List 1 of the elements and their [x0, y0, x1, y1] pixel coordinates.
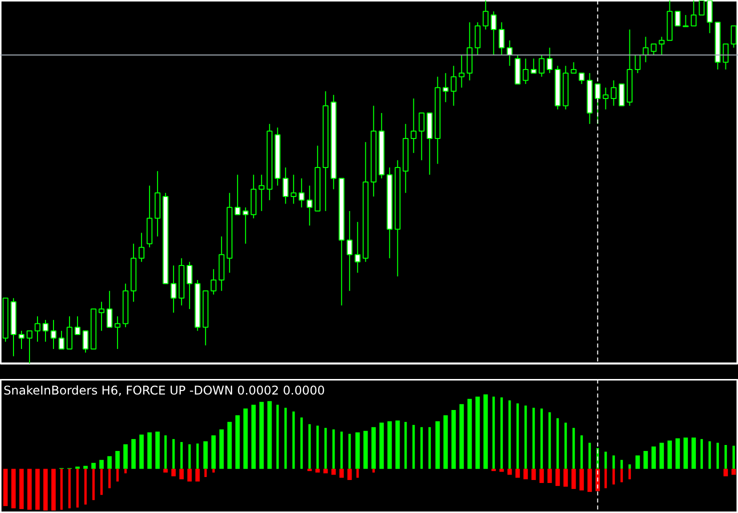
- chart-title: SnakeInBorders H6, FORCE UP -DOWN 0.0002 0.0000: [4, 384, 325, 398]
